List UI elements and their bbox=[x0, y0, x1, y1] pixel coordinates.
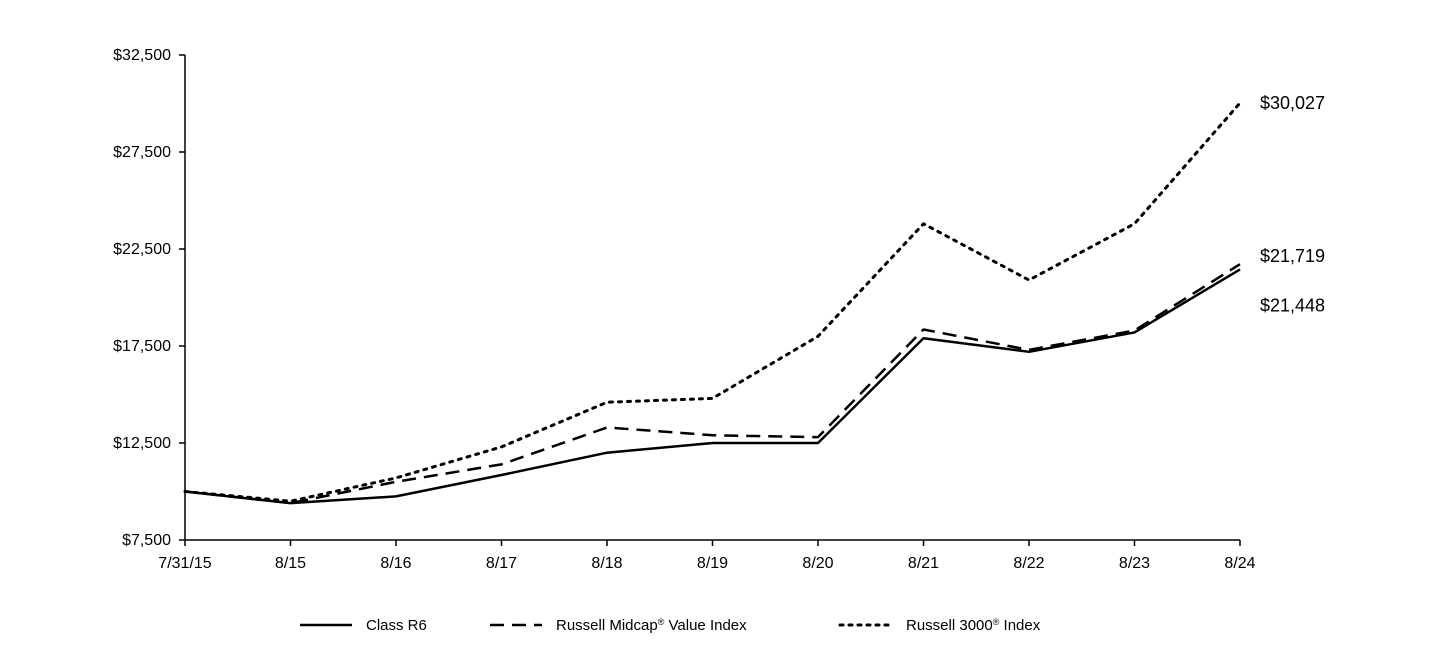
legend-label: Class R6 bbox=[366, 617, 427, 634]
x-tick-label: 8/17 bbox=[486, 555, 517, 572]
y-tick-label: $27,500 bbox=[113, 144, 171, 161]
y-tick-label: $17,500 bbox=[113, 338, 171, 355]
series-line bbox=[185, 264, 1240, 503]
series-line bbox=[185, 269, 1240, 503]
series-end-label: $21,719 bbox=[1260, 246, 1325, 266]
performance-chart: $7,500 $12,500 $17,500 $22,500 $27,500 $32,50… bbox=[0, 0, 1440, 660]
x-tick-label: 8/23 bbox=[1119, 555, 1150, 572]
x-tick-label: 8/15 bbox=[275, 555, 306, 572]
x-tick-label: 8/22 bbox=[1013, 555, 1044, 572]
x-tick-label: 7/31/15 bbox=[158, 555, 211, 572]
x-tick-label: 8/21 bbox=[908, 555, 939, 572]
series-end-label: $21,448 bbox=[1260, 295, 1325, 315]
x-tick-label: 8/24 bbox=[1224, 555, 1255, 572]
y-tick-label: $22,500 bbox=[113, 241, 171, 258]
x-tick-label: 8/18 bbox=[591, 555, 622, 572]
chart-svg: $7,500 $12,500 $17,500 $22,500 $27,500 $32,50… bbox=[0, 0, 1440, 660]
x-tick-label: 8/19 bbox=[697, 555, 728, 572]
x-tick-label: 8/20 bbox=[802, 555, 833, 572]
y-tick-label: $32,500 bbox=[113, 47, 171, 64]
x-tick-label: 8/16 bbox=[380, 555, 411, 572]
series-end-label: $30,027 bbox=[1260, 93, 1325, 113]
y-tick-label: $7,500 bbox=[122, 532, 171, 549]
y-tick-label: $12,500 bbox=[113, 435, 171, 452]
legend-label: Russell Midcap® Value Index bbox=[556, 617, 747, 634]
series-line bbox=[185, 103, 1240, 501]
legend-label: Russell 3000® Index bbox=[906, 617, 1041, 634]
